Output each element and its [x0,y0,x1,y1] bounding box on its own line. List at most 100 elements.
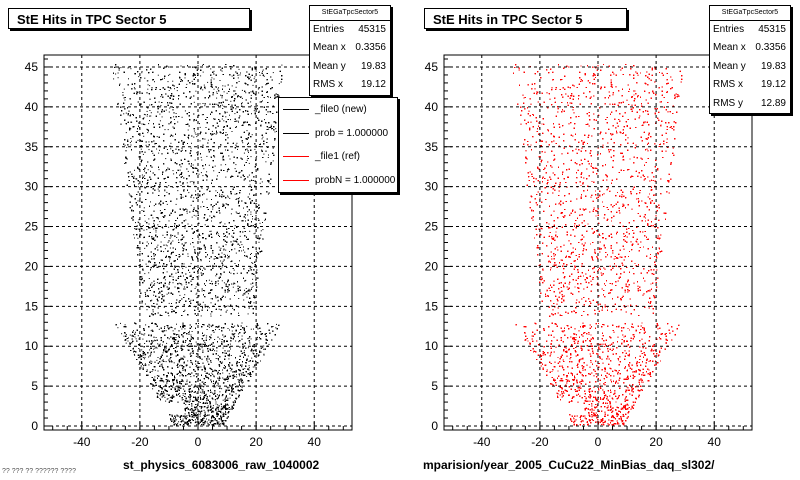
data-point [173,173,175,175]
data-point [179,193,181,195]
data-point [234,193,236,195]
data-point [235,252,237,254]
data-point [207,361,209,363]
data-point [148,149,150,151]
data-point [214,216,216,218]
data-point [224,323,226,325]
data-point [213,78,215,80]
data-point [235,340,237,342]
data-point [230,100,232,102]
data-point [150,360,152,362]
data-point [209,324,211,326]
data-point [208,279,210,281]
data-point [217,88,219,90]
data-point [169,397,171,399]
data-point [173,420,175,421]
data-point [143,117,145,119]
data-point [204,423,206,425]
data-point [169,97,171,99]
data-point [200,315,202,317]
data-point [209,96,211,98]
data-point [192,416,194,418]
data-point [255,219,257,221]
data-point [141,302,143,304]
data-point [221,280,223,282]
data-point [221,395,223,397]
data-point [134,336,136,338]
data-point [211,372,213,374]
data-point [168,338,170,340]
data-point [231,283,233,285]
data-point [169,73,171,75]
data-point [183,134,185,136]
data-point [168,302,170,304]
data-point [176,393,177,395]
data-point [169,237,171,239]
data-point [254,232,256,234]
data-point [227,195,229,197]
data-point [217,383,219,385]
data-point [142,333,144,335]
data-point [225,254,226,256]
data-point [214,419,216,421]
data-point [211,369,213,371]
data-point [253,209,255,211]
data-point [150,335,152,337]
data-point [246,130,248,132]
data-point [224,111,226,113]
data-point [249,76,251,78]
data-point [151,340,153,342]
data-point [170,360,172,362]
data-point [210,298,212,300]
data-point [202,269,203,271]
data-point [175,416,176,418]
data-point [177,121,179,123]
data-point [217,300,219,302]
data-point [168,90,170,91]
data-point [231,375,233,377]
data-point [164,129,166,131]
data-point [218,87,219,89]
data-point [185,219,187,221]
data-point [141,210,143,211]
data-point [153,228,155,230]
data-point [143,334,145,336]
data-point [181,344,183,346]
data-point [234,227,235,229]
data-point [129,194,131,196]
data-point [163,306,165,308]
data-point [160,96,162,98]
data-point [127,139,129,141]
data-point [206,402,208,404]
data-point [127,140,129,142]
data-point [190,376,192,378]
data-point [238,68,240,70]
data-point [215,420,217,421]
data-point [251,287,253,288]
data-point [214,386,216,388]
data-point [221,363,223,364]
data-point [196,392,198,394]
data-point [224,352,226,354]
data-point [137,139,139,141]
data-point [256,105,258,107]
data-point [230,119,231,121]
data-point [193,214,195,216]
data-point [169,327,171,329]
data-point [243,299,245,301]
data-point [201,392,203,394]
data-point [252,278,254,280]
data-point [131,342,133,344]
data-point [177,288,178,290]
data-point [231,131,233,132]
data-point [259,331,261,333]
data-point [235,393,237,395]
data-point [133,126,135,128]
data-point [188,343,190,345]
data-point [164,348,166,350]
data-point [244,255,245,256]
data-point [156,347,158,349]
data-point [202,89,204,91]
data-point [190,274,192,276]
data-point [213,170,215,172]
